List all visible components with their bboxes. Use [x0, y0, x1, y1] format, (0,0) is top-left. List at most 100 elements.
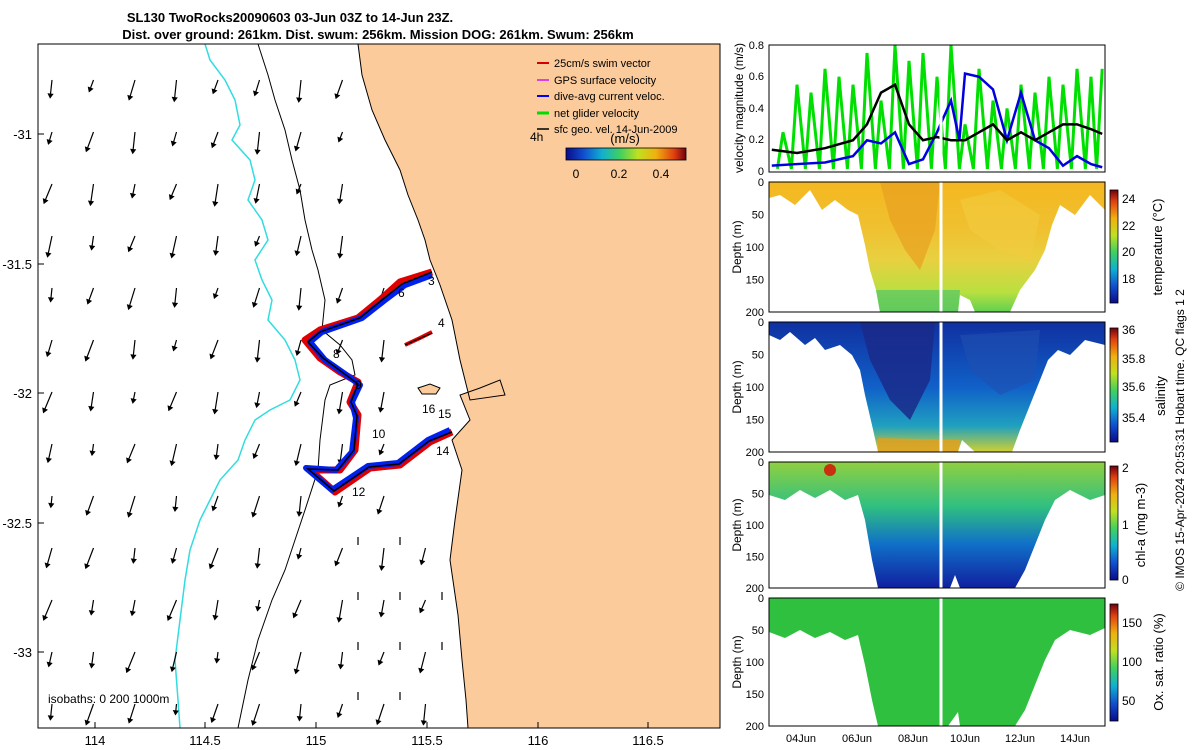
current-vector-head [171, 302, 179, 308]
velocity-ylabel: velocity magnitude (m/s) [732, 43, 746, 173]
depth-tick: 200 [746, 307, 764, 319]
map-ytick: -33 [13, 645, 32, 660]
current-vector-head [293, 668, 300, 675]
waypoint-10: 10 [372, 427, 386, 441]
current-vector-head [211, 88, 218, 95]
temperature-colorbar: 24 22 20 18 temperature (°C) [1109, 189, 1165, 304]
glider-track-blue [303, 272, 452, 493]
current-vector-head [335, 348, 342, 355]
vel-ytick: 0.8 [749, 40, 764, 52]
current-vector-head [378, 407, 385, 413]
map-colorbar: (m/s) 0 0.2 0.4 [565, 131, 687, 181]
map-y-ticks: -31 -31.5 -32 -32.5 -33 [2, 127, 32, 660]
current-vector-head [336, 617, 343, 623]
waypoint-4: 4 [438, 316, 445, 330]
current-vector-head [210, 717, 217, 723]
current-vector-head [89, 450, 96, 457]
current-vector-head [334, 560, 341, 567]
map-colorbar-tick: 0.2 [611, 167, 628, 181]
date-ticks: 04Jun 06Jun 08Jun 10Jun 12Jun 14Jun [786, 733, 1090, 745]
depth-ylabels: Depth (m) Depth (m) Depth (m) Depth (m) [730, 220, 744, 688]
current-vector-head [419, 559, 426, 566]
credit-text: © IMOS 15-Apr-2024 20:53:31 Hobart time.… [1173, 289, 1187, 591]
waypoint-3: 3 [428, 274, 435, 288]
current-vector-head [253, 198, 260, 204]
chla-cbar-tick: 2 [1122, 461, 1129, 475]
current-vector-head [46, 139, 53, 145]
current-vector-head [88, 610, 95, 616]
current-vector-head [129, 192, 137, 199]
current-vector-head [296, 715, 303, 722]
current-vector-head [127, 717, 134, 724]
current-vector-head [254, 357, 261, 363]
current-vector-head [336, 712, 343, 719]
current-vector-head [172, 710, 179, 716]
sal-cbar-tick: 35.4 [1122, 411, 1146, 425]
current-vector-head [45, 457, 52, 464]
current-vector-head [88, 405, 95, 412]
map-colorbar-tick: 0 [573, 167, 580, 181]
current-vector-head [418, 607, 425, 614]
current-vector-head [89, 245, 96, 251]
current-vector-head [170, 558, 177, 564]
depth-tick: 150 [746, 689, 764, 701]
date-tick: 06Jun [842, 733, 872, 745]
current-vector-head [45, 252, 52, 258]
current-vector-head [86, 298, 93, 305]
current-vector-head [126, 511, 133, 518]
current-vector-head [420, 720, 427, 726]
depth-ticks: 0501001502000501001502000501001502000501… [746, 177, 764, 733]
legend-gps-velocity: GPS surface velocity [554, 75, 657, 87]
current-vector-head [126, 304, 133, 311]
salinity-label: salinity [1153, 376, 1168, 416]
current-vector-head [210, 142, 217, 149]
current-vector-head [167, 405, 174, 412]
map-xtick: 114 [85, 733, 106, 748]
current-vector-head [252, 90, 259, 97]
isobath-label: isobaths: 0 200 1000m [48, 692, 169, 706]
isobath-1000m [174, 43, 301, 729]
chla-label: chl-a (mg m-3) [1133, 483, 1148, 568]
current-vector-head [47, 297, 55, 303]
legend-sfc-geo: sfc geo. vel. 14-Jun-2009 [554, 124, 678, 136]
map-xtick: 114.5 [189, 733, 221, 748]
current-vector-head [254, 402, 261, 409]
map-xtick: 116 [528, 733, 549, 748]
current-vector-head [87, 200, 95, 207]
map-colorbar-tick: 0.4 [653, 167, 670, 181]
map-x-ticks: 114 114.5 115 115.5 116 116.5 [85, 733, 664, 748]
current-vector-head [295, 188, 302, 195]
depth-tick: 100 [746, 657, 764, 669]
current-vector-head [130, 558, 137, 564]
current-vector-head [254, 563, 261, 569]
chla-cbar-tick: 1 [1122, 518, 1129, 532]
temperature-panel [768, 181, 1106, 313]
map-panel: 3 4 6 8 9 10 12 14 15 16 114 114.5 115 1… [2, 43, 721, 748]
current-vector-head [294, 250, 301, 257]
current-vector-head [254, 149, 261, 155]
map-ytick: -32.5 [2, 516, 32, 531]
current-vector-head [293, 460, 300, 467]
current-vector-head [129, 610, 136, 617]
salinity-colorbar: 36 35.8 35.6 35.4 salinity [1109, 323, 1168, 443]
current-vector-head [84, 719, 91, 726]
current-vector-head [42, 407, 48, 414]
current-vector-head [378, 356, 386, 363]
legend-net-velocity: net glider velocity [554, 108, 639, 120]
depth-tick: 200 [746, 447, 764, 459]
depth-tick: 50 [752, 489, 764, 501]
current-vector-head [42, 198, 49, 205]
current-vector-field [42, 79, 443, 726]
figure-title-line2: Dist. over ground: 261km. Dist. swum: 25… [122, 27, 634, 42]
oxygen-depth-ylabel: Depth (m) [730, 635, 744, 688]
current-vector-head [255, 605, 262, 612]
temp-cbar-tick: 22 [1122, 219, 1136, 233]
depth-tick: 200 [746, 721, 764, 733]
temperature-depth-ylabel: Depth (m) [730, 220, 744, 273]
current-vector-head [130, 354, 137, 360]
depth-tick: 50 [752, 350, 764, 362]
figure-title-line1: SL130 TwoRocks20090603 03-Jun 03Z to 14-… [127, 10, 453, 25]
land-mass [358, 44, 720, 728]
current-vector-head [378, 449, 385, 456]
waypoint-15: 15 [438, 407, 452, 421]
